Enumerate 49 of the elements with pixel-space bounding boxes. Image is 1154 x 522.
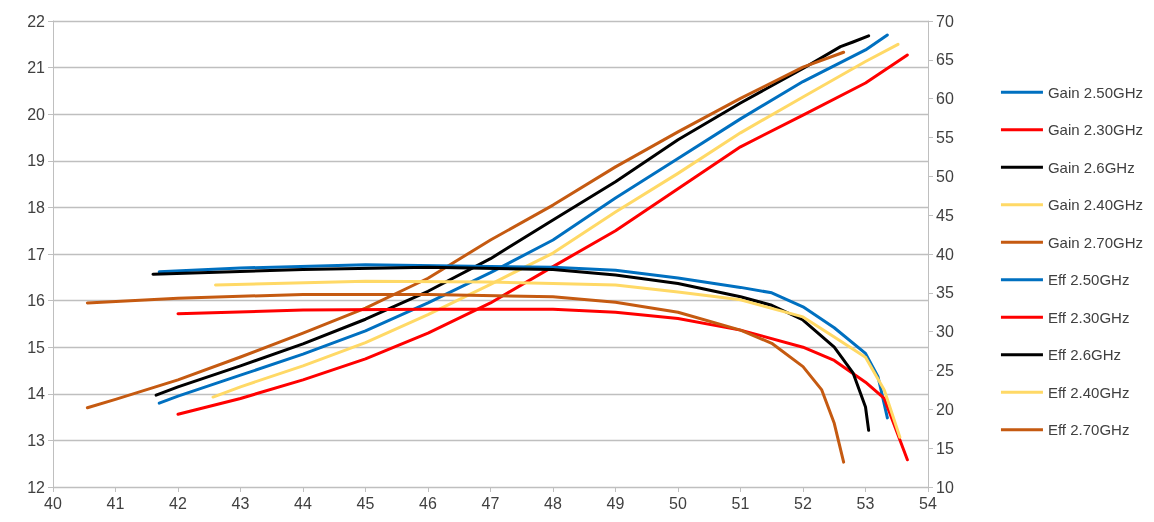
y2-tick-label: 10 bbox=[936, 478, 954, 496]
y-tick-label: 16 bbox=[27, 292, 46, 310]
x-tick-label: 42 bbox=[169, 494, 187, 512]
x-tick-label: 47 bbox=[481, 494, 500, 512]
y2-tick-label: 40 bbox=[936, 245, 954, 263]
y-tick-label: 14 bbox=[27, 385, 46, 403]
y2-tick-label: 35 bbox=[936, 284, 954, 302]
legend-label: Gain 2.70GHz bbox=[1047, 233, 1143, 251]
y2-tick-label: 55 bbox=[936, 129, 954, 146]
legend-label: Gain 2.50GHz bbox=[1047, 83, 1143, 101]
x-tick-label: 50 bbox=[669, 494, 687, 512]
y2-tick-label: 60 bbox=[936, 90, 954, 108]
x-tick-label: 43 bbox=[231, 494, 250, 512]
y2-tick-label: 45 bbox=[936, 206, 954, 224]
y-tick-label: 21 bbox=[27, 59, 46, 77]
legend-label: Gain 2.40GHz bbox=[1047, 196, 1143, 214]
legend-label: Gain 2.30GHz bbox=[1047, 121, 1143, 139]
y2-tick-label: 15 bbox=[936, 439, 954, 457]
x-tick-label: 45 bbox=[356, 494, 375, 512]
y2-tick-label: 20 bbox=[936, 400, 954, 418]
x-tick-label: 48 bbox=[544, 494, 562, 512]
y-tick-label: 18 bbox=[27, 198, 46, 216]
y-tick-label: 19 bbox=[27, 152, 46, 170]
y-tick-label: 20 bbox=[27, 105, 46, 123]
y2-tick-label: 30 bbox=[936, 323, 954, 341]
y2-tick-label: 25 bbox=[936, 362, 954, 379]
legend-label: Eff 2.6GHz bbox=[1047, 346, 1122, 364]
y-tick-label: 12 bbox=[27, 478, 46, 496]
y2-tick-label: 70 bbox=[936, 12, 954, 30]
legend-label: Eff 2.70GHz bbox=[1047, 421, 1130, 439]
y-tick-label: 17 bbox=[27, 245, 46, 263]
x-tick-label: 51 bbox=[731, 494, 750, 512]
x-tick-label: 41 bbox=[106, 494, 125, 512]
y2-tick-label: 65 bbox=[936, 51, 954, 69]
legend-label: Eff 2.50GHz bbox=[1047, 271, 1130, 289]
legend-label: Eff 2.30GHz bbox=[1047, 308, 1130, 326]
legend-label: Gain 2.6GHz bbox=[1047, 158, 1135, 176]
x-tick-label: 53 bbox=[856, 494, 875, 512]
y2-tick-label: 50 bbox=[936, 167, 954, 185]
x-tick-label: 54 bbox=[919, 494, 937, 512]
x-tick-label: 49 bbox=[606, 494, 625, 512]
x-tick-label: 40 bbox=[44, 494, 62, 512]
y-tick-label: 15 bbox=[27, 338, 46, 356]
x-tick-label: 46 bbox=[419, 494, 437, 512]
x-tick-label: 52 bbox=[794, 494, 812, 512]
x-tick-label: 44 bbox=[294, 494, 312, 512]
y-tick-label: 22 bbox=[27, 12, 46, 30]
legend-label: Eff 2.40GHz bbox=[1047, 383, 1130, 401]
y-tick-label: 13 bbox=[27, 431, 46, 449]
